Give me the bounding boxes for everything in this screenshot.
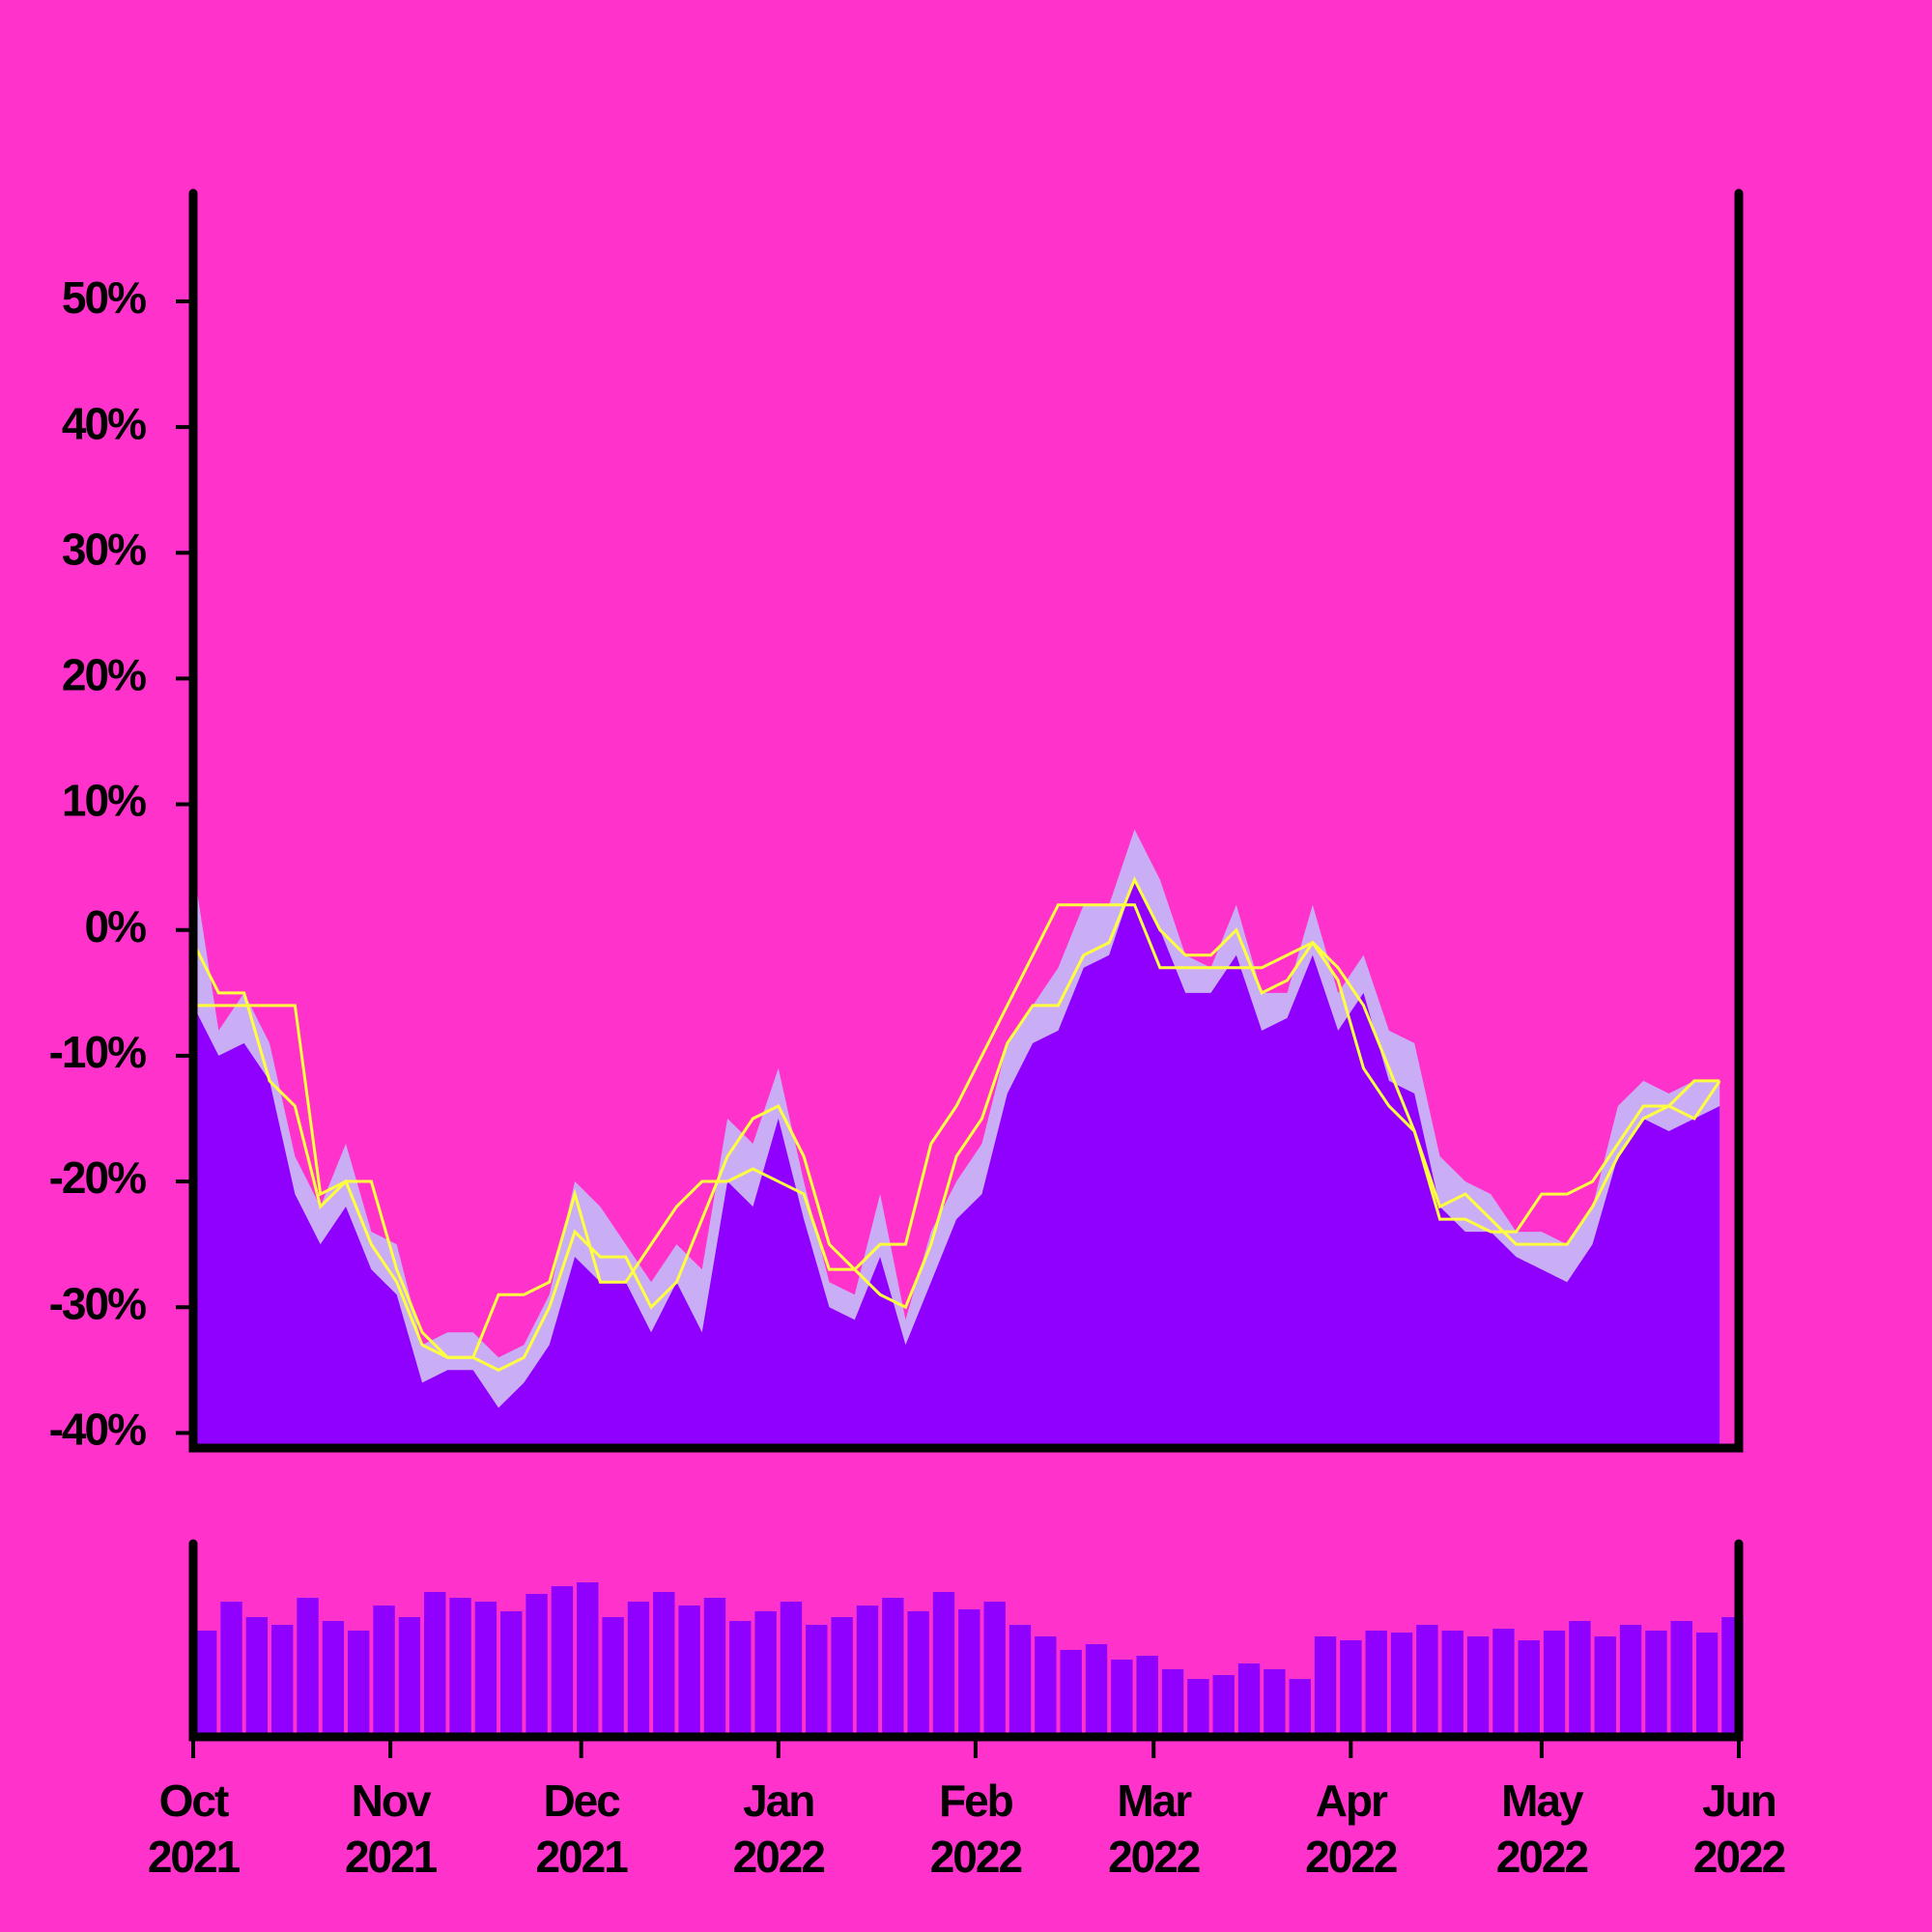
- moving-average-line: [193, 903, 1720, 1359]
- volume-bar: [449, 1598, 471, 1737]
- volume-bar: [653, 1592, 675, 1737]
- volume-bar: [348, 1631, 370, 1737]
- y-tick-label: 0%: [85, 901, 147, 952]
- volume-bar: [882, 1598, 904, 1737]
- x-tick-label: Dec: [543, 1776, 620, 1826]
- volume-bar: [577, 1582, 599, 1737]
- y-tick-label: 10%: [62, 776, 146, 826]
- volume-bar: [322, 1621, 345, 1737]
- volume-bar: [856, 1605, 879, 1737]
- volume-bar: [1543, 1631, 1566, 1737]
- volume-bar: [1264, 1669, 1286, 1737]
- x-tick-label: Jun: [1702, 1776, 1776, 1826]
- volume-bar: [754, 1611, 777, 1737]
- x-tick-label: 2021: [345, 1832, 438, 1882]
- volume-bar: [1111, 1660, 1133, 1737]
- volume-bar: [1136, 1656, 1158, 1737]
- y-tick-label: -40%: [49, 1405, 146, 1455]
- x-tick-label: 2022: [1693, 1832, 1785, 1882]
- volume-bar: [1340, 1640, 1362, 1737]
- volume-bar: [1416, 1625, 1438, 1737]
- volume-bar: [1237, 1663, 1261, 1737]
- x-tick-label: 2022: [930, 1832, 1022, 1882]
- price-area: [193, 879, 1720, 1448]
- volume-bar: [1518, 1640, 1540, 1737]
- x-tick-label: 2022: [1305, 1832, 1397, 1882]
- volume-bar: [806, 1625, 828, 1737]
- volume-bar: [1009, 1625, 1032, 1737]
- volume-bar: [602, 1617, 624, 1737]
- volume-bar: [780, 1602, 803, 1737]
- y-tick-label: 50%: [62, 272, 146, 323]
- volume-bar: [220, 1602, 242, 1737]
- volume-bar: [1492, 1629, 1515, 1737]
- volume-bar: [1390, 1633, 1413, 1737]
- x-tick-label: Apr: [1316, 1776, 1388, 1826]
- volume-bar: [1060, 1650, 1082, 1737]
- volume-bar: [1441, 1631, 1463, 1737]
- volume-bar: [703, 1598, 726, 1737]
- x-tick-label: Mar: [1117, 1776, 1192, 1826]
- y-tick-label: -20%: [49, 1152, 146, 1203]
- volume-bar: [398, 1617, 421, 1737]
- x-tick-label: 2021: [535, 1832, 628, 1882]
- volume-bar: [627, 1602, 650, 1737]
- volume-bar: [958, 1609, 980, 1737]
- x-tick-label: Oct: [159, 1776, 229, 1826]
- volume-bar: [1594, 1636, 1616, 1737]
- volume-bar: [831, 1617, 853, 1737]
- volume-bar: [1314, 1636, 1337, 1737]
- volume-bar: [729, 1621, 752, 1737]
- volume-bar: [551, 1586, 574, 1737]
- volume-bar: [1289, 1679, 1311, 1737]
- volume-bar: [1466, 1636, 1490, 1737]
- volume-bar: [932, 1592, 955, 1737]
- volume-bar: [1670, 1621, 1692, 1737]
- volume-bar: [983, 1602, 1006, 1737]
- y-tick-label: -30%: [49, 1278, 146, 1328]
- volume-bar: [1695, 1633, 1719, 1737]
- x-tick-label: Nov: [352, 1776, 432, 1826]
- volume-bar: [474, 1602, 497, 1737]
- volume-bar: [526, 1594, 548, 1737]
- y-tick-label: 30%: [62, 524, 146, 574]
- volume-bar: [1569, 1621, 1591, 1737]
- volume-bar: [195, 1631, 217, 1737]
- x-tick-label: Feb: [939, 1776, 1013, 1826]
- axis-frame: [188, 1539, 1744, 1742]
- volume-bar: [1645, 1631, 1667, 1737]
- x-tick-label: 2022: [733, 1832, 825, 1882]
- volume-bar: [424, 1592, 446, 1737]
- axis-frame: [188, 188, 1744, 1453]
- y-tick-label: -10%: [49, 1027, 146, 1077]
- y-tick-label: 40%: [62, 398, 146, 448]
- volume-bar: [1035, 1636, 1057, 1737]
- x-tick-label: Jan: [743, 1776, 813, 1826]
- volume-bar: [1161, 1669, 1184, 1737]
- volume-bar: [1085, 1644, 1108, 1737]
- x-tick-label: May: [1501, 1776, 1584, 1826]
- volume-bar: [373, 1605, 395, 1737]
- x-tick-label: 2022: [1108, 1832, 1200, 1882]
- y-tick-label: 20%: [62, 650, 146, 700]
- volume-bar: [500, 1611, 523, 1737]
- volume-bar: [678, 1605, 700, 1737]
- volume-bar: [245, 1617, 269, 1737]
- volume-bar: [1187, 1679, 1209, 1737]
- volume-bar: [1619, 1625, 1642, 1737]
- volume-bar: [1365, 1631, 1387, 1737]
- volume-bar: [297, 1598, 319, 1737]
- volume-bar: [907, 1611, 929, 1737]
- x-tick-label: 2021: [148, 1832, 241, 1882]
- volume-bar: [271, 1625, 294, 1737]
- volume-bar: [1212, 1675, 1235, 1737]
- x-tick-label: 2022: [1496, 1832, 1588, 1882]
